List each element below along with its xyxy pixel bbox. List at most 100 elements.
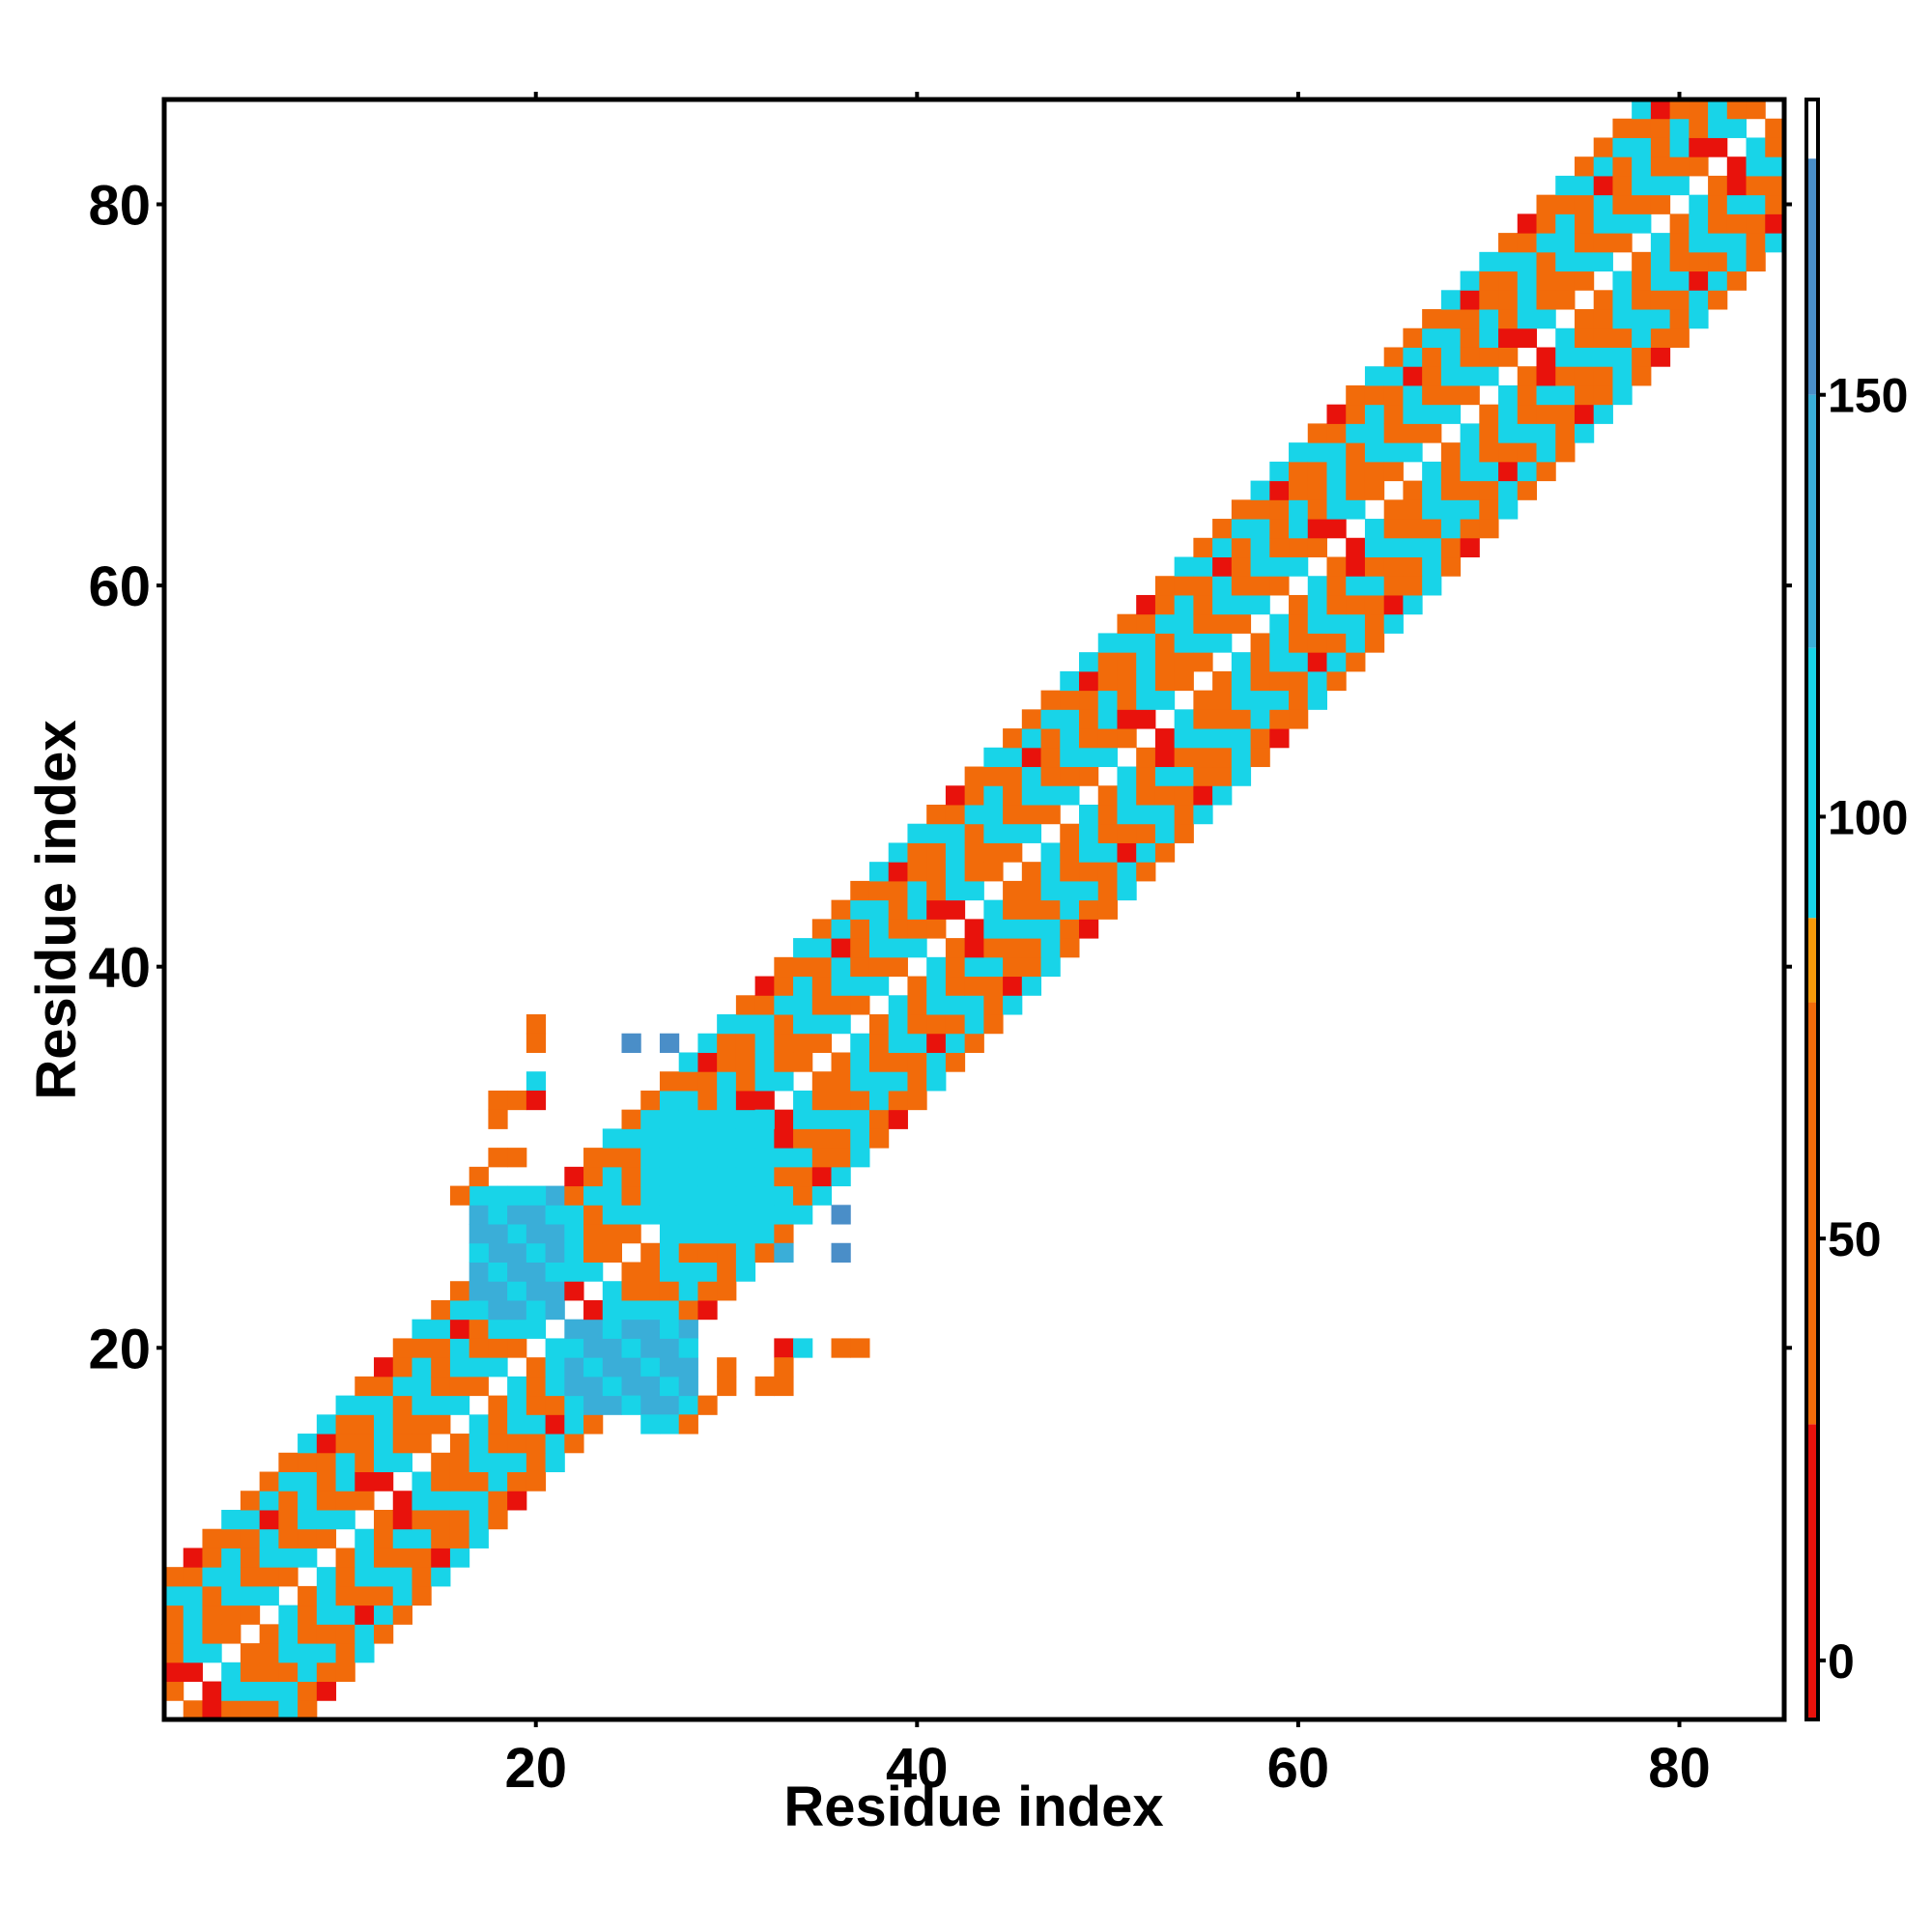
- heatmap-cell: [240, 1643, 261, 1663]
- heatmap-cell: [850, 1148, 870, 1168]
- heatmap-cell: [678, 1376, 698, 1397]
- heatmap-cell: [1517, 233, 1538, 253]
- heatmap-cell: [1726, 213, 1747, 234]
- heatmap-cell: [1746, 99, 1766, 120]
- heatmap-cell: [926, 823, 947, 843]
- heatmap-cell: [1440, 480, 1462, 500]
- heatmap-cell: [202, 1585, 222, 1606]
- heatmap-cell: [449, 1185, 470, 1206]
- heatmap-cell: [659, 1414, 680, 1435]
- heatmap-cell: [1536, 384, 1556, 406]
- heatmap-cell: [1383, 461, 1404, 482]
- heatmap-cell: [659, 1071, 680, 1092]
- heatmap-cell: [278, 1452, 298, 1473]
- heatmap-cell: [1269, 499, 1290, 520]
- heatmap-cell: [1746, 137, 1766, 157]
- heatmap-cell: [1269, 709, 1290, 729]
- heatmap-cell: [1040, 766, 1061, 786]
- heatmap-cell: [1003, 728, 1023, 749]
- heatmap-cell: [1136, 709, 1156, 729]
- heatmap-cell: [1536, 423, 1556, 443]
- heatmap-cell: [1003, 938, 1023, 958]
- heatmap-cell: [793, 1148, 813, 1168]
- heatmap-cell: [469, 1185, 489, 1206]
- heatmap-cell: [621, 1338, 641, 1358]
- heatmap-cell: [659, 1357, 680, 1378]
- heatmap-cell: [1650, 327, 1671, 348]
- heatmap-cell: [659, 1128, 680, 1149]
- heatmap-cell: [488, 1509, 508, 1530]
- heatmap-cell: [945, 1033, 966, 1053]
- heatmap-cell: [945, 880, 966, 901]
- heatmap-cell: [1136, 613, 1156, 634]
- heatmap-cell: [717, 1052, 737, 1072]
- heatmap-cell: [1612, 175, 1633, 196]
- heatmap-cell: [850, 899, 870, 920]
- heatmap-cell: [793, 1338, 813, 1358]
- heatmap-cell: [316, 1643, 337, 1663]
- heatmap-cell: [964, 766, 984, 786]
- heatmap-cell: [850, 919, 870, 939]
- heatmap-cell: [355, 1376, 375, 1397]
- heatmap-cell: [964, 880, 984, 901]
- heatmap-cell: [1574, 156, 1595, 177]
- heatmap-cell: [240, 1700, 261, 1720]
- heatmap-cell: [926, 995, 947, 1015]
- heatmap-cell: [1383, 366, 1404, 386]
- heatmap-cell: [1364, 594, 1385, 615]
- heatmap-cell: [1460, 461, 1480, 482]
- heatmap-cell: [412, 1434, 432, 1454]
- heatmap-cell: [449, 1528, 470, 1548]
- heatmap-cell: [1060, 766, 1080, 786]
- heatmap-cell: [1117, 880, 1137, 901]
- heatmap-cell: [164, 1567, 185, 1587]
- heatmap-cell: [564, 1262, 584, 1282]
- heatmap-cell: [907, 880, 927, 901]
- heatmap-cell: [602, 1148, 623, 1168]
- heatmap-cell: [488, 1281, 508, 1301]
- heatmap-cell: [1174, 556, 1194, 577]
- colorbar-frame: [1804, 98, 1820, 1721]
- heatmap-cell: [1097, 899, 1118, 920]
- heatmap-cell: [659, 1109, 680, 1129]
- heatmap-cell: [564, 1414, 584, 1435]
- heatmap-cell: [659, 1185, 680, 1206]
- heatmap-cell: [831, 1014, 851, 1035]
- heatmap-cell: [811, 995, 833, 1015]
- heatmap-cell: [1136, 862, 1156, 882]
- heatmap-cell: [1536, 213, 1556, 234]
- heatmap-cell: [221, 1567, 242, 1587]
- heatmap-cell: [754, 1376, 775, 1397]
- heatmap-cell: [1460, 519, 1480, 539]
- heatmap-cell: [831, 919, 851, 939]
- heatmap-cell: [1669, 290, 1690, 310]
- heatmap-cell: [374, 1471, 394, 1492]
- heatmap-cell: [1422, 499, 1442, 520]
- heatmap-cell: [1726, 156, 1747, 177]
- heatmap-cell: [678, 1357, 698, 1378]
- heatmap-cell: [469, 1299, 489, 1321]
- heatmap-cell: [183, 1567, 203, 1587]
- heatmap-cell: [1383, 423, 1404, 443]
- heatmap-cell: [774, 1376, 794, 1397]
- heatmap-cell: [545, 1376, 565, 1397]
- heatmap-cell: [1383, 537, 1404, 558]
- heatmap-cell: [412, 1414, 432, 1435]
- heatmap-cell: [868, 899, 890, 920]
- heatmap-cell: [1422, 404, 1442, 424]
- heatmap-cell: [831, 1052, 851, 1072]
- heatmap-cell: [431, 1395, 451, 1415]
- heatmap-cell: [1536, 404, 1556, 424]
- heatmap-cell: [983, 842, 1004, 863]
- heatmap-cell: [355, 1567, 375, 1587]
- heatmap-cell: [945, 842, 966, 863]
- heatmap-cell: [1403, 347, 1423, 367]
- heatmap-cell: [831, 1128, 851, 1149]
- heatmap-cell: [240, 1681, 261, 1701]
- heatmap-cell: [1269, 519, 1290, 539]
- heatmap-cell: [868, 1071, 890, 1092]
- heatmap-cell: [888, 880, 908, 901]
- heatmap-cell: [1364, 442, 1385, 463]
- heatmap-cell: [1307, 423, 1327, 443]
- heatmap-cell: [868, 1052, 890, 1072]
